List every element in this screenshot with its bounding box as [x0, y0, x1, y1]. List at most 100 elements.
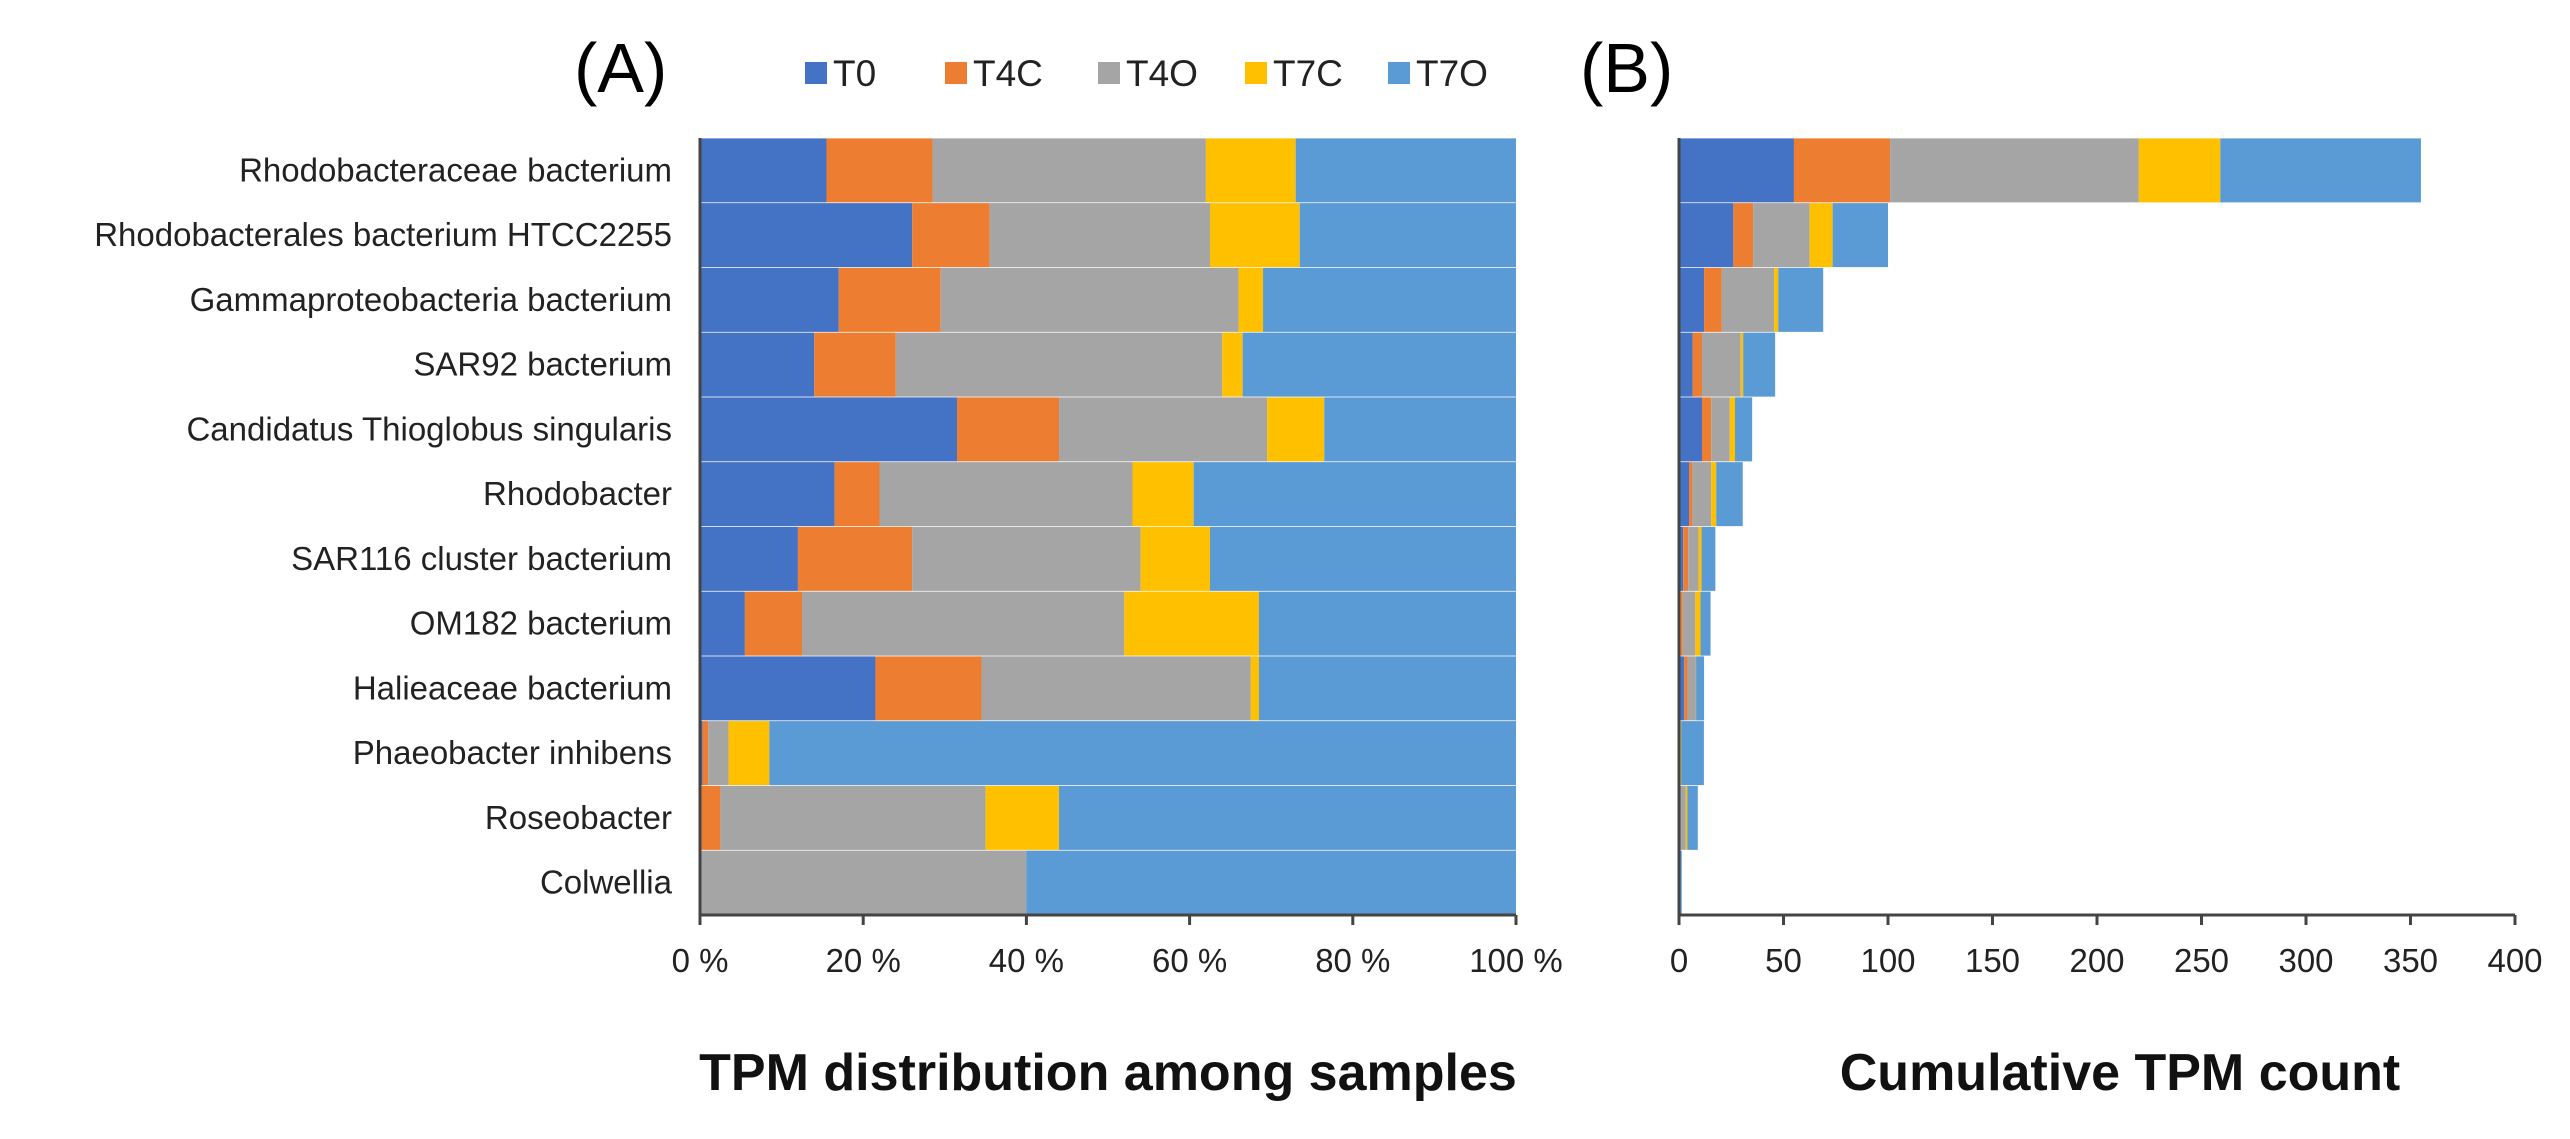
x-tick-label: 60 % [1152, 942, 1227, 979]
bar-b-t4o-roseobacter [1679, 785, 1686, 850]
bar-a-t7c-sar116-cluster-bacterium [1140, 526, 1210, 591]
bar-a-t4o-halieaceae-bacterium [981, 656, 1251, 721]
bar-a-t4o-candidatus-thioglobus-singularis [1059, 397, 1268, 462]
bar-b-t7o-colwellia [1680, 850, 1682, 915]
bar-b-t0-rhodobacterales-bacterium-htcc2255 [1679, 203, 1734, 268]
bar-a-t0-candidatus-thioglobus-singularis [700, 397, 958, 462]
bar-b-t4o-gammaproteobacteria-bacterium [1721, 267, 1775, 332]
bar-b-t7c-sar116-cluster-bacterium [1698, 526, 1702, 591]
bar-a-t7c-om182-bacterium [1124, 591, 1259, 656]
panel-b-chart: 0 50 100 150 200 250 300 350 400 Cumulative TPM … [1670, 138, 2543, 1102]
bar-b-t7c-gammaproteobacteria-bacterium [1774, 267, 1779, 332]
bar-b-t4c-candidatus-thioglobus-singularis [1701, 397, 1712, 462]
bar-a-t7o-candidatus-thioglobus-singularis [1324, 397, 1516, 462]
category-label: Colwellia [540, 864, 673, 901]
category-label: Candidatus Thioglobus singularis [186, 410, 672, 447]
panel-a-x-ticks: 0 % 20 % 40 % 60 % 80 % 100 % [672, 915, 1563, 979]
bar-a-t4c-roseobacter [700, 785, 721, 850]
panel-b-x-ticks: 0 50 100 150 200 250 300 350 400 [1670, 915, 2543, 979]
bar-b-t7c-candidatus-thioglobus-singularis [1729, 397, 1736, 462]
bar-b-t4o-rhodobacterales-bacterium-htcc2255 [1753, 203, 1810, 268]
bar-b-t0-sar116-cluster-bacterium [1679, 526, 1684, 591]
bar-b-t4c-rhodobacteraceae-bacterium [1793, 138, 1891, 203]
bar-a-t0-rhodobacter [700, 462, 835, 527]
bar-b-t4c-rhodobacterales-bacterium-htcc2255 [1733, 203, 1754, 268]
x-tick-label: 200 [2069, 942, 2124, 979]
bar-a-t7c-gammaproteobacteria-bacterium [1238, 267, 1264, 332]
category-label: Phaeobacter inhibens [353, 734, 672, 771]
bar-b-t0-gammaproteobacteria-bacterium [1679, 267, 1705, 332]
bar-a-t4o-phaeobacter-inhibens [708, 721, 729, 786]
bar-b-t4o-halieaceae-bacterium [1687, 656, 1696, 721]
bar-a-t4o-gammaproteobacteria-bacterium [940, 267, 1239, 332]
bar-a-t4c-om182-bacterium [744, 591, 802, 656]
bar-b-t0-rhodobacter [1679, 462, 1690, 527]
bar-a-t4o-rhodobacter [879, 462, 1133, 527]
x-tick-label: 50 [1765, 942, 1802, 979]
bar-a-t4o-sar92-bacterium [895, 332, 1223, 397]
x-tick-label: 350 [2383, 942, 2438, 979]
category-labels: Rhodobacteraceae bacterium Rhodobacterale… [94, 151, 672, 900]
bar-a-t4o-colwellia [700, 850, 1027, 915]
bar-b-t7o-roseobacter [1687, 785, 1698, 850]
bar-a-t4c-candidatus-thioglobus-singularis [957, 397, 1060, 462]
bar-b-t7c-roseobacter [1685, 785, 1688, 850]
x-tick-label: 150 [1965, 942, 2020, 979]
bar-b-t0-candidatus-thioglobus-singularis [1679, 397, 1702, 462]
bar-b-t4c-gammaproteobacteria-bacterium [1704, 267, 1722, 332]
bar-b-t4o-sar92-bacterium [1701, 332, 1741, 397]
panel-a-x-title: TPM distribution among samples [699, 1044, 1517, 1102]
bar-b-t7o-halieaceae-bacterium [1696, 656, 1705, 721]
bar-b-t7o-candidatus-thioglobus-singularis [1735, 397, 1753, 462]
category-label: SAR92 bacterium [413, 346, 672, 383]
bar-a-t7o-phaeobacter-inhibens [769, 721, 1516, 786]
legend-label-t4o: T4O [1126, 53, 1198, 94]
bar-a-t4c-gammaproteobacteria-bacterium [838, 267, 941, 332]
bar-b-t0-halieaceae-bacterium [1679, 656, 1685, 721]
x-tick-label: 400 [2487, 942, 2542, 979]
x-tick-label: 100 % [1469, 942, 1563, 979]
bar-a-t7o-halieaceae-bacterium [1258, 656, 1516, 721]
bar-b-t4o-rhodobacter [1692, 462, 1712, 527]
category-label: OM182 bacterium [410, 605, 672, 642]
bar-a-t7o-rhodobacter [1193, 462, 1516, 527]
bar-a-t7c-roseobacter [985, 785, 1060, 850]
legend: T0 T4C T4O T7C T7O [805, 53, 1488, 94]
bar-a-t0-gammaproteobacteria-bacterium [700, 267, 839, 332]
category-label: Roseobacter [485, 799, 672, 836]
legend-swatch-t4c [945, 62, 967, 84]
bar-b-t7o-rhodobacterales-bacterium-htcc2255 [1832, 203, 1888, 268]
bar-b-t4c-sar116-cluster-bacterium [1683, 526, 1689, 591]
bar-b-t7c-phaeobacter-inhibens [1679, 721, 1682, 786]
bar-b-t7c-rhodobacteraceae-bacterium [2138, 138, 2221, 203]
bar-b-t4c-om182-bacterium [1680, 591, 1683, 656]
bar-b-t7o-sar92-bacterium [1743, 332, 1776, 397]
bar-b-t7o-gammaproteobacteria-bacterium [1778, 267, 1824, 332]
bar-a-t4c-halieaceae-bacterium [875, 656, 982, 721]
legend-label-t7c: T7C [1273, 53, 1343, 94]
bar-a-t7c-candidatus-thioglobus-singularis [1267, 397, 1325, 462]
bar-b-t0-rhodobacteraceae-bacterium [1679, 138, 1794, 203]
bar-a-t4o-om182-bacterium [802, 591, 1125, 656]
bar-a-t4o-sar116-cluster-bacterium [912, 526, 1141, 591]
legend-swatch-t0 [805, 62, 827, 84]
legend-swatch-t7o [1388, 62, 1410, 84]
bar-a-t7c-rhodobacter [1132, 462, 1194, 527]
x-tick-label: 40 % [989, 942, 1064, 979]
bar-a-t7o-colwellia [1026, 850, 1516, 915]
bar-a-t7c-rhodobacteraceae-bacterium [1205, 138, 1296, 203]
bar-b-t7o-rhodobacter [1716, 462, 1743, 527]
category-label: Rhodobacteraceae bacterium [239, 151, 672, 188]
bar-b-t4c-rhodobacter [1689, 462, 1693, 527]
legend-label-t4c: T4C [973, 53, 1043, 94]
panel-a-bars [700, 138, 1516, 915]
bar-a-t7o-rhodobacteraceae-bacterium [1295, 138, 1516, 203]
panel-b-bars [1679, 138, 2421, 915]
bar-a-t7o-om182-bacterium [1258, 591, 1516, 656]
bar-b-t0-sar92-bacterium [1679, 332, 1693, 397]
bar-a-t4c-rhodobacteraceae-bacterium [826, 138, 933, 203]
bar-b-t4o-candidatus-thioglobus-singularis [1711, 397, 1730, 462]
bar-a-t4c-sar92-bacterium [814, 332, 896, 397]
bar-b-t7c-rhodobacter [1711, 462, 1717, 527]
bar-a-t0-sar92-bacterium [700, 332, 815, 397]
